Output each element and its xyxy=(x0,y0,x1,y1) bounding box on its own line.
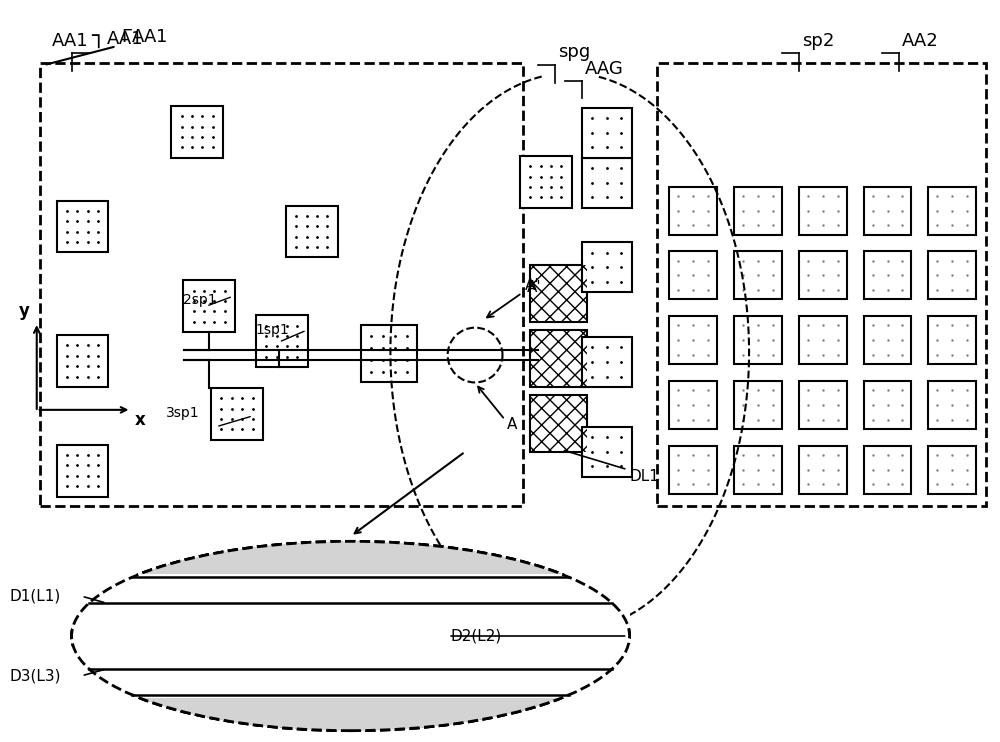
Bar xyxy=(864,446,911,493)
Ellipse shape xyxy=(72,542,630,731)
Bar xyxy=(928,316,976,364)
Bar xyxy=(171,106,223,158)
Bar xyxy=(582,427,632,476)
Bar xyxy=(582,243,632,292)
Text: A: A xyxy=(507,417,517,433)
Bar xyxy=(799,381,847,429)
Bar xyxy=(669,381,717,429)
Bar xyxy=(57,335,108,387)
Bar xyxy=(864,381,911,429)
Text: spg: spg xyxy=(558,43,590,61)
Bar xyxy=(72,600,630,672)
Bar xyxy=(669,316,717,364)
Bar xyxy=(864,316,911,364)
Text: sp2: sp2 xyxy=(802,32,834,50)
Bar xyxy=(361,325,417,382)
Ellipse shape xyxy=(72,542,630,731)
Bar xyxy=(57,200,108,252)
Bar xyxy=(657,63,986,507)
Bar xyxy=(734,381,782,429)
Bar xyxy=(928,446,976,493)
Bar xyxy=(530,395,587,452)
Bar xyxy=(256,315,308,367)
Bar xyxy=(57,444,108,496)
Bar xyxy=(734,187,782,234)
Text: $\Gamma$AA1: $\Gamma$AA1 xyxy=(121,28,168,46)
Bar xyxy=(799,187,847,234)
Bar xyxy=(582,158,632,208)
Bar xyxy=(530,266,587,322)
Text: AA2: AA2 xyxy=(901,32,938,50)
Text: DL1: DL1 xyxy=(630,469,659,484)
Bar xyxy=(530,395,587,452)
Text: AAG: AAG xyxy=(585,60,623,78)
Bar xyxy=(928,381,976,429)
Text: AA1: AA1 xyxy=(52,32,88,50)
Bar xyxy=(520,156,572,208)
Text: A': A' xyxy=(527,280,542,295)
Text: D1(L1): D1(L1) xyxy=(10,588,61,604)
Bar xyxy=(72,574,630,697)
Text: y: y xyxy=(18,302,29,321)
Bar xyxy=(40,63,523,507)
Bar xyxy=(669,446,717,493)
Text: ┐: ┐ xyxy=(92,28,105,48)
Text: AA1: AA1 xyxy=(106,30,143,48)
Bar xyxy=(734,446,782,493)
Bar xyxy=(799,316,847,364)
Bar xyxy=(928,187,976,234)
Bar xyxy=(799,252,847,299)
Text: D2(L2): D2(L2) xyxy=(450,628,501,643)
Bar xyxy=(530,330,587,387)
Bar xyxy=(582,108,632,158)
Text: 3sp1: 3sp1 xyxy=(166,406,200,420)
Bar xyxy=(530,330,587,387)
Bar xyxy=(530,266,587,322)
Bar xyxy=(734,316,782,364)
Text: 1sp1: 1sp1 xyxy=(256,323,290,337)
Text: 2sp1: 2sp1 xyxy=(183,293,217,307)
Bar xyxy=(286,206,338,257)
Bar xyxy=(582,337,632,387)
Bar xyxy=(183,280,235,332)
Bar xyxy=(734,252,782,299)
Text: D3(L3): D3(L3) xyxy=(10,669,61,683)
Bar xyxy=(669,187,717,234)
Bar xyxy=(864,187,911,234)
Bar xyxy=(211,388,263,440)
Text: A': A' xyxy=(487,278,540,318)
Bar xyxy=(928,252,976,299)
Text: x: x xyxy=(134,411,145,429)
Bar xyxy=(669,252,717,299)
Bar xyxy=(799,446,847,493)
Bar xyxy=(864,252,911,299)
